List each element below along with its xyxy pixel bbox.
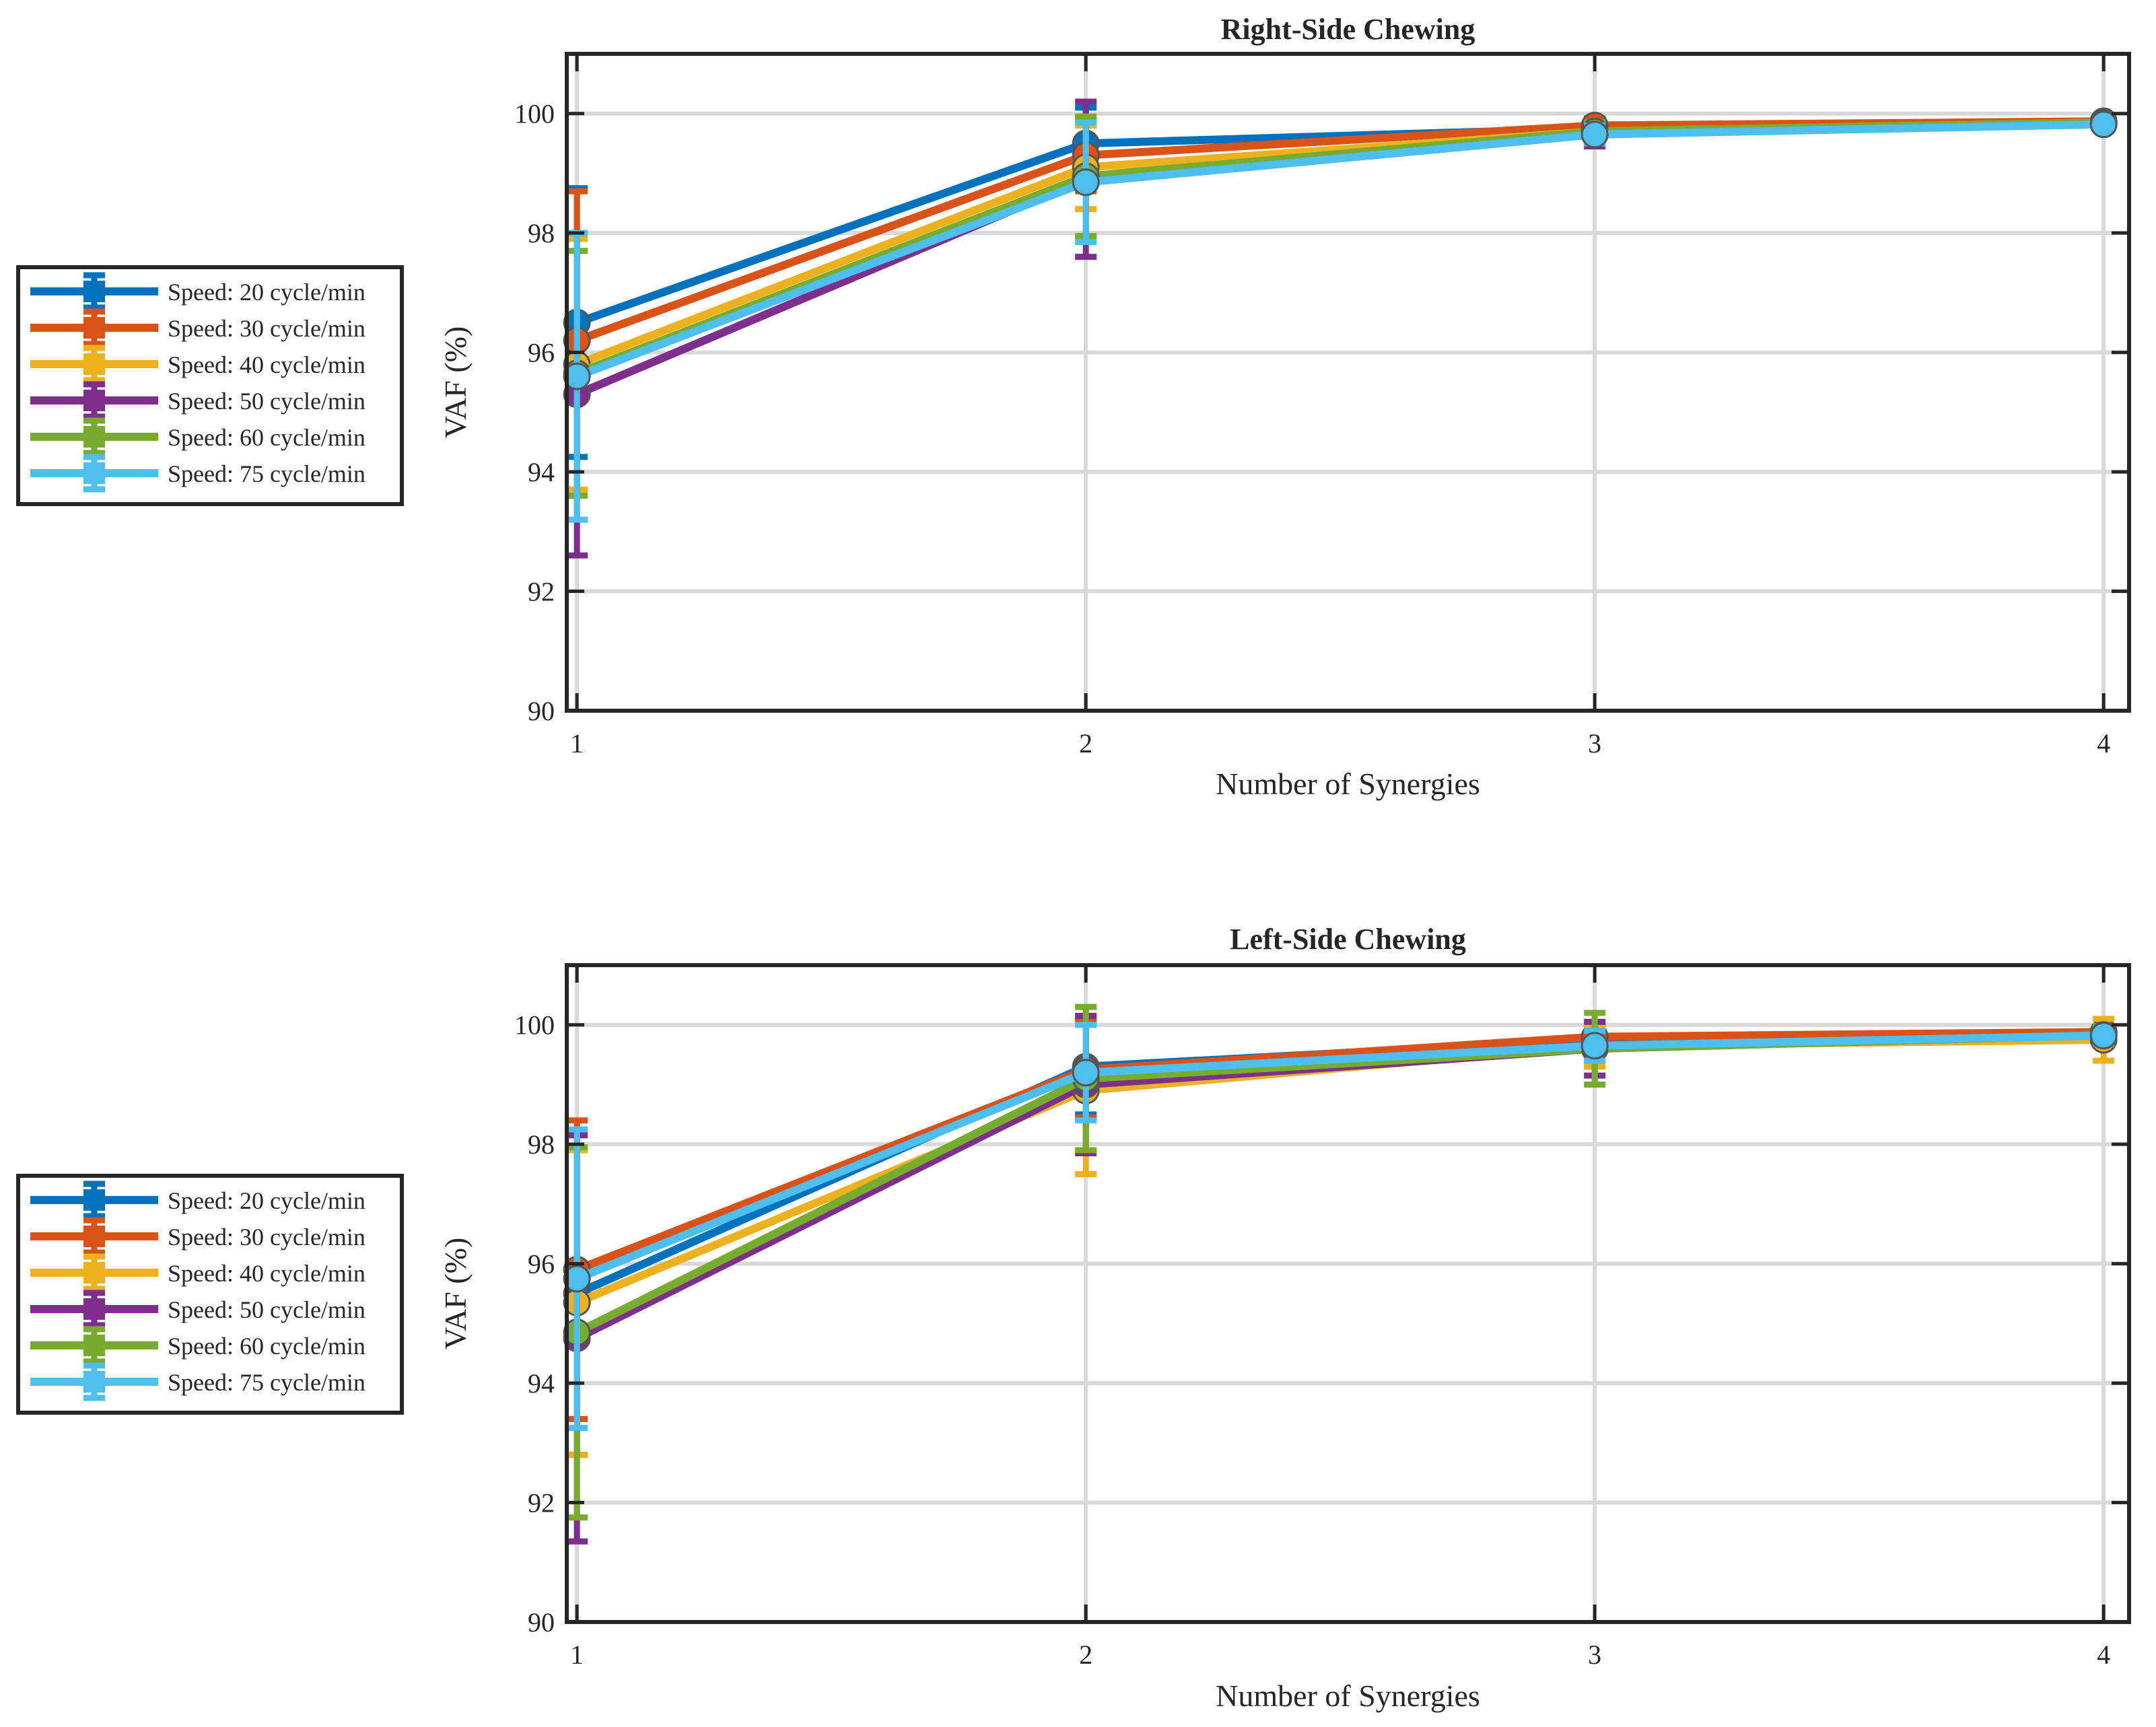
legend-marker [83, 1262, 105, 1283]
y-axis-label: VAF (%) [438, 326, 473, 439]
legend-marker [83, 462, 105, 484]
x-tick-label: 4 [2097, 1640, 2110, 1670]
legend-marker [83, 353, 105, 375]
data-point [1580, 1032, 1609, 1060]
y-tick-label: 90 [528, 696, 555, 726]
data-point [563, 1265, 591, 1293]
x-tick-label: 1 [570, 728, 584, 759]
axes-box [565, 963, 2131, 1624]
y-tick-label: 92 [528, 1488, 555, 1518]
y-tick-label: 100 [514, 99, 555, 129]
data-point [2089, 110, 2118, 139]
series-line [575, 120, 2104, 380]
legend-marker [83, 390, 105, 411]
data-point [1072, 1059, 1100, 1087]
x-tick-label: 4 [2097, 728, 2110, 759]
series-line [575, 1031, 2104, 1283]
chart-title: Left-Side Chewing [1230, 923, 1466, 956]
chart-panel-2: 1 2 3 4 90 92 94 96 98 100 Left-Side Chewing Number… [16, 923, 2131, 1713]
x-axis-label: Number of Synergies [1216, 767, 1480, 801]
chart-panel-1: 1 2 3 4 90 92 94 96 98 100 Right-Side Chewing Numbe… [16, 13, 2131, 801]
legend-label: Speed: 75 cycle/min [168, 1369, 366, 1396]
legend-marker [83, 281, 105, 302]
x-tick-label: 3 [1588, 728, 1601, 759]
y-axis-label: VAF (%) [438, 1238, 473, 1350]
y-tick-label: 96 [528, 338, 555, 368]
legend-marker [83, 1189, 105, 1211]
data-point [563, 362, 591, 390]
x-axis-label: Number of Synergies [1216, 1679, 1480, 1713]
y-tick-label: 90 [528, 1607, 555, 1637]
y-tick-label: 94 [528, 1368, 555, 1399]
legend-label: Speed: 30 cycle/min [168, 1224, 366, 1250]
legend-label: Speed: 75 cycle/min [168, 460, 366, 487]
legend-marker [83, 1371, 105, 1393]
legend-marker [83, 1298, 105, 1320]
y-tick-label: 94 [528, 457, 555, 487]
data-point [1072, 168, 1100, 197]
legend-label: Speed: 50 cycle/min [168, 1296, 366, 1323]
legend-label: Speed: 40 cycle/min [168, 1260, 366, 1287]
y-tick-label: 100 [514, 1010, 555, 1041]
data-point [1580, 120, 1609, 149]
y-tick-label: 96 [528, 1249, 555, 1279]
legend-box [16, 265, 404, 506]
x-tick-label: 2 [1079, 728, 1092, 759]
legend-marker [83, 1226, 105, 1247]
legend-box [16, 1174, 404, 1415]
y-tick-label: 92 [528, 577, 555, 607]
y-tick-label: 98 [528, 218, 555, 248]
legend: Speed: 20 cycle/min Speed: 30 cycle/min Sp… [16, 265, 404, 506]
legend-label: Speed: 20 cycle/min [168, 1187, 366, 1214]
legend-marker [83, 1335, 105, 1356]
legend-marker [83, 426, 105, 448]
legend-marker [83, 317, 105, 339]
legend-label: Speed: 50 cycle/min [168, 388, 366, 415]
legend-label: Speed: 60 cycle/min [168, 424, 366, 451]
legend-label: Speed: 20 cycle/min [168, 279, 366, 306]
chart-title: Right-Side Chewing [1221, 13, 1475, 46]
y-tick-label: 98 [528, 1129, 555, 1160]
x-tick-label: 2 [1079, 1640, 1092, 1670]
x-tick-label: 1 [570, 1640, 584, 1670]
series-line [575, 1028, 2104, 1274]
legend: Speed: 20 cycle/min Speed: 30 cycle/min Sp… [16, 1174, 404, 1415]
data-point [2089, 1022, 2118, 1050]
legend-label: Speed: 30 cycle/min [168, 315, 366, 342]
axes-box [565, 52, 2131, 713]
legend-label: Speed: 60 cycle/min [168, 1333, 366, 1360]
legend-label: Speed: 40 cycle/min [168, 351, 366, 378]
x-tick-label: 3 [1588, 1640, 1601, 1670]
